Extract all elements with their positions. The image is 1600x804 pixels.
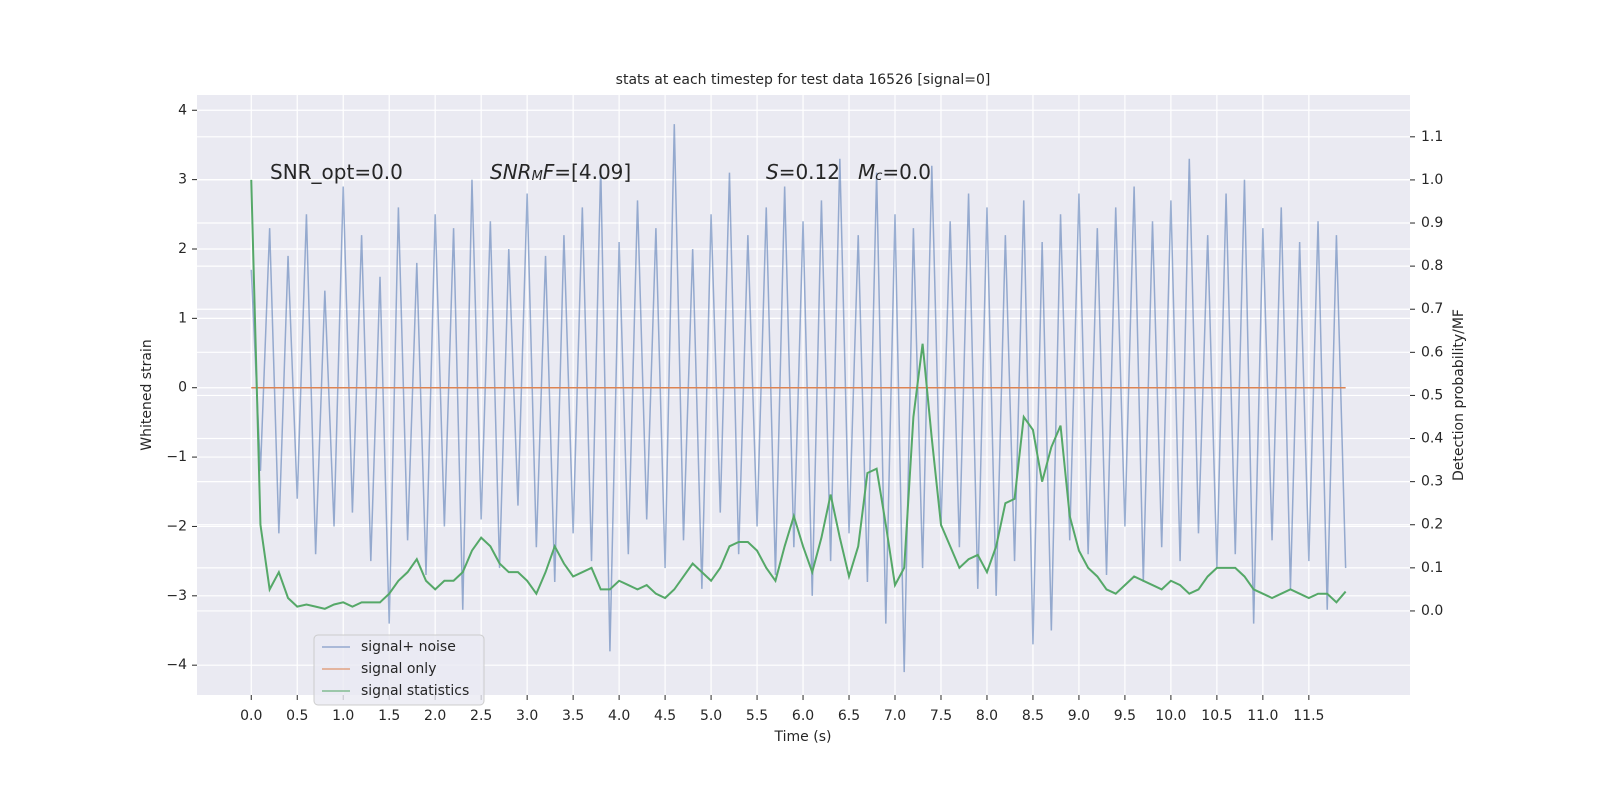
x-axis-label: Time (s): [774, 729, 832, 745]
y-tick-label: 0: [178, 380, 187, 396]
x-tick-label: 6.0: [792, 708, 814, 724]
y2-tick-label: 0.5: [1421, 387, 1443, 403]
x-tick-label: 2.0: [424, 708, 446, 724]
y-tick-label: 4: [178, 102, 187, 118]
x-tick-label: 10.5: [1201, 708, 1232, 724]
x-tick-label: 11.0: [1247, 708, 1278, 724]
x-tick-label: 10.0: [1155, 708, 1186, 724]
annotation-part: =[4.09]: [554, 160, 631, 184]
legend-label: signal only: [361, 661, 436, 677]
y2-tick-label: 0.0: [1421, 603, 1443, 619]
y2-tick-label: 0.7: [1421, 301, 1443, 317]
y2-tick-label: 0.1: [1421, 560, 1443, 576]
y2-tick-label: 0.6: [1421, 344, 1443, 360]
x-tick-label: 4.5: [654, 708, 676, 724]
annotation-part: S: [766, 160, 779, 184]
x-tick-label: 5.0: [700, 708, 722, 724]
y-tick-label: 2: [178, 241, 187, 257]
x-tick-label: 7.0: [884, 708, 906, 724]
legend-box: [313, 634, 485, 706]
annotation-part: M: [858, 160, 875, 184]
x-tick-label: 8.0: [976, 708, 998, 724]
x-tick-label: 6.5: [838, 708, 860, 724]
x-tick-label: 3.0: [516, 708, 538, 724]
legend-label: signal statistics: [361, 683, 469, 699]
legend-label: signal+ noise: [361, 639, 456, 655]
x-tick-label: 8.5: [1022, 708, 1044, 724]
chart-title: stats at each timestep for test data 165…: [616, 72, 991, 88]
annotation-part: =0.0: [882, 160, 931, 184]
y2-tick-label: 1.1: [1421, 129, 1443, 145]
annotation-part: c: [875, 169, 882, 184]
annotation-part: SNR: [490, 160, 532, 184]
annotation: SNR_opt=0.0: [270, 160, 403, 184]
x-tick-label: 1.5: [378, 708, 400, 724]
y-tick-label: −2: [166, 518, 187, 534]
x-tick-label: 7.5: [930, 708, 952, 724]
y2-tick-label: 0.9: [1421, 215, 1443, 231]
annotation: Mc=0.0: [858, 160, 931, 185]
x-tick-label: 5.5: [746, 708, 768, 724]
x-tick-label: 4.0: [608, 708, 630, 724]
x-tick-label: 9.5: [1114, 708, 1136, 724]
y2-tick-label: 0.4: [1421, 431, 1443, 447]
y-tick-label: 3: [178, 172, 187, 188]
annotation-part: =0.12: [779, 160, 840, 184]
y2-tick-label: 0.3: [1421, 474, 1443, 490]
y2-tick-label: 0.8: [1421, 258, 1443, 274]
y2-tick-label: 0.2: [1421, 517, 1443, 533]
y-axis-label: Whitened strain: [139, 339, 155, 450]
x-tick-label: 9.0: [1068, 708, 1090, 724]
x-tick-label: 11.5: [1293, 708, 1324, 724]
annotation-part: M: [532, 169, 543, 184]
x-tick-label: 3.5: [562, 708, 584, 724]
series-line: [250, 179, 1347, 610]
y-tick-label: 1: [178, 310, 187, 326]
x-tick-label: 2.5: [470, 708, 492, 724]
x-tick-label: 1.0: [332, 708, 354, 724]
y-tick-label: −3: [166, 588, 187, 604]
y-tick-label: −4: [166, 657, 187, 673]
annotation: SNRMF=[4.09]: [490, 160, 631, 185]
annotation: S=0.12: [766, 160, 840, 184]
annotation-part: F: [543, 160, 555, 184]
x-tick-label: 0.5: [286, 708, 308, 724]
y-tick-label: −1: [166, 449, 187, 465]
series-line: [250, 124, 1347, 673]
x-tick-label: 0.0: [240, 708, 262, 724]
y2-tick-label: 1.0: [1421, 172, 1443, 188]
y2-axis-label: Detection probability/MF: [1451, 309, 1467, 481]
annotation-part: SNR_opt=0.0: [270, 160, 403, 184]
